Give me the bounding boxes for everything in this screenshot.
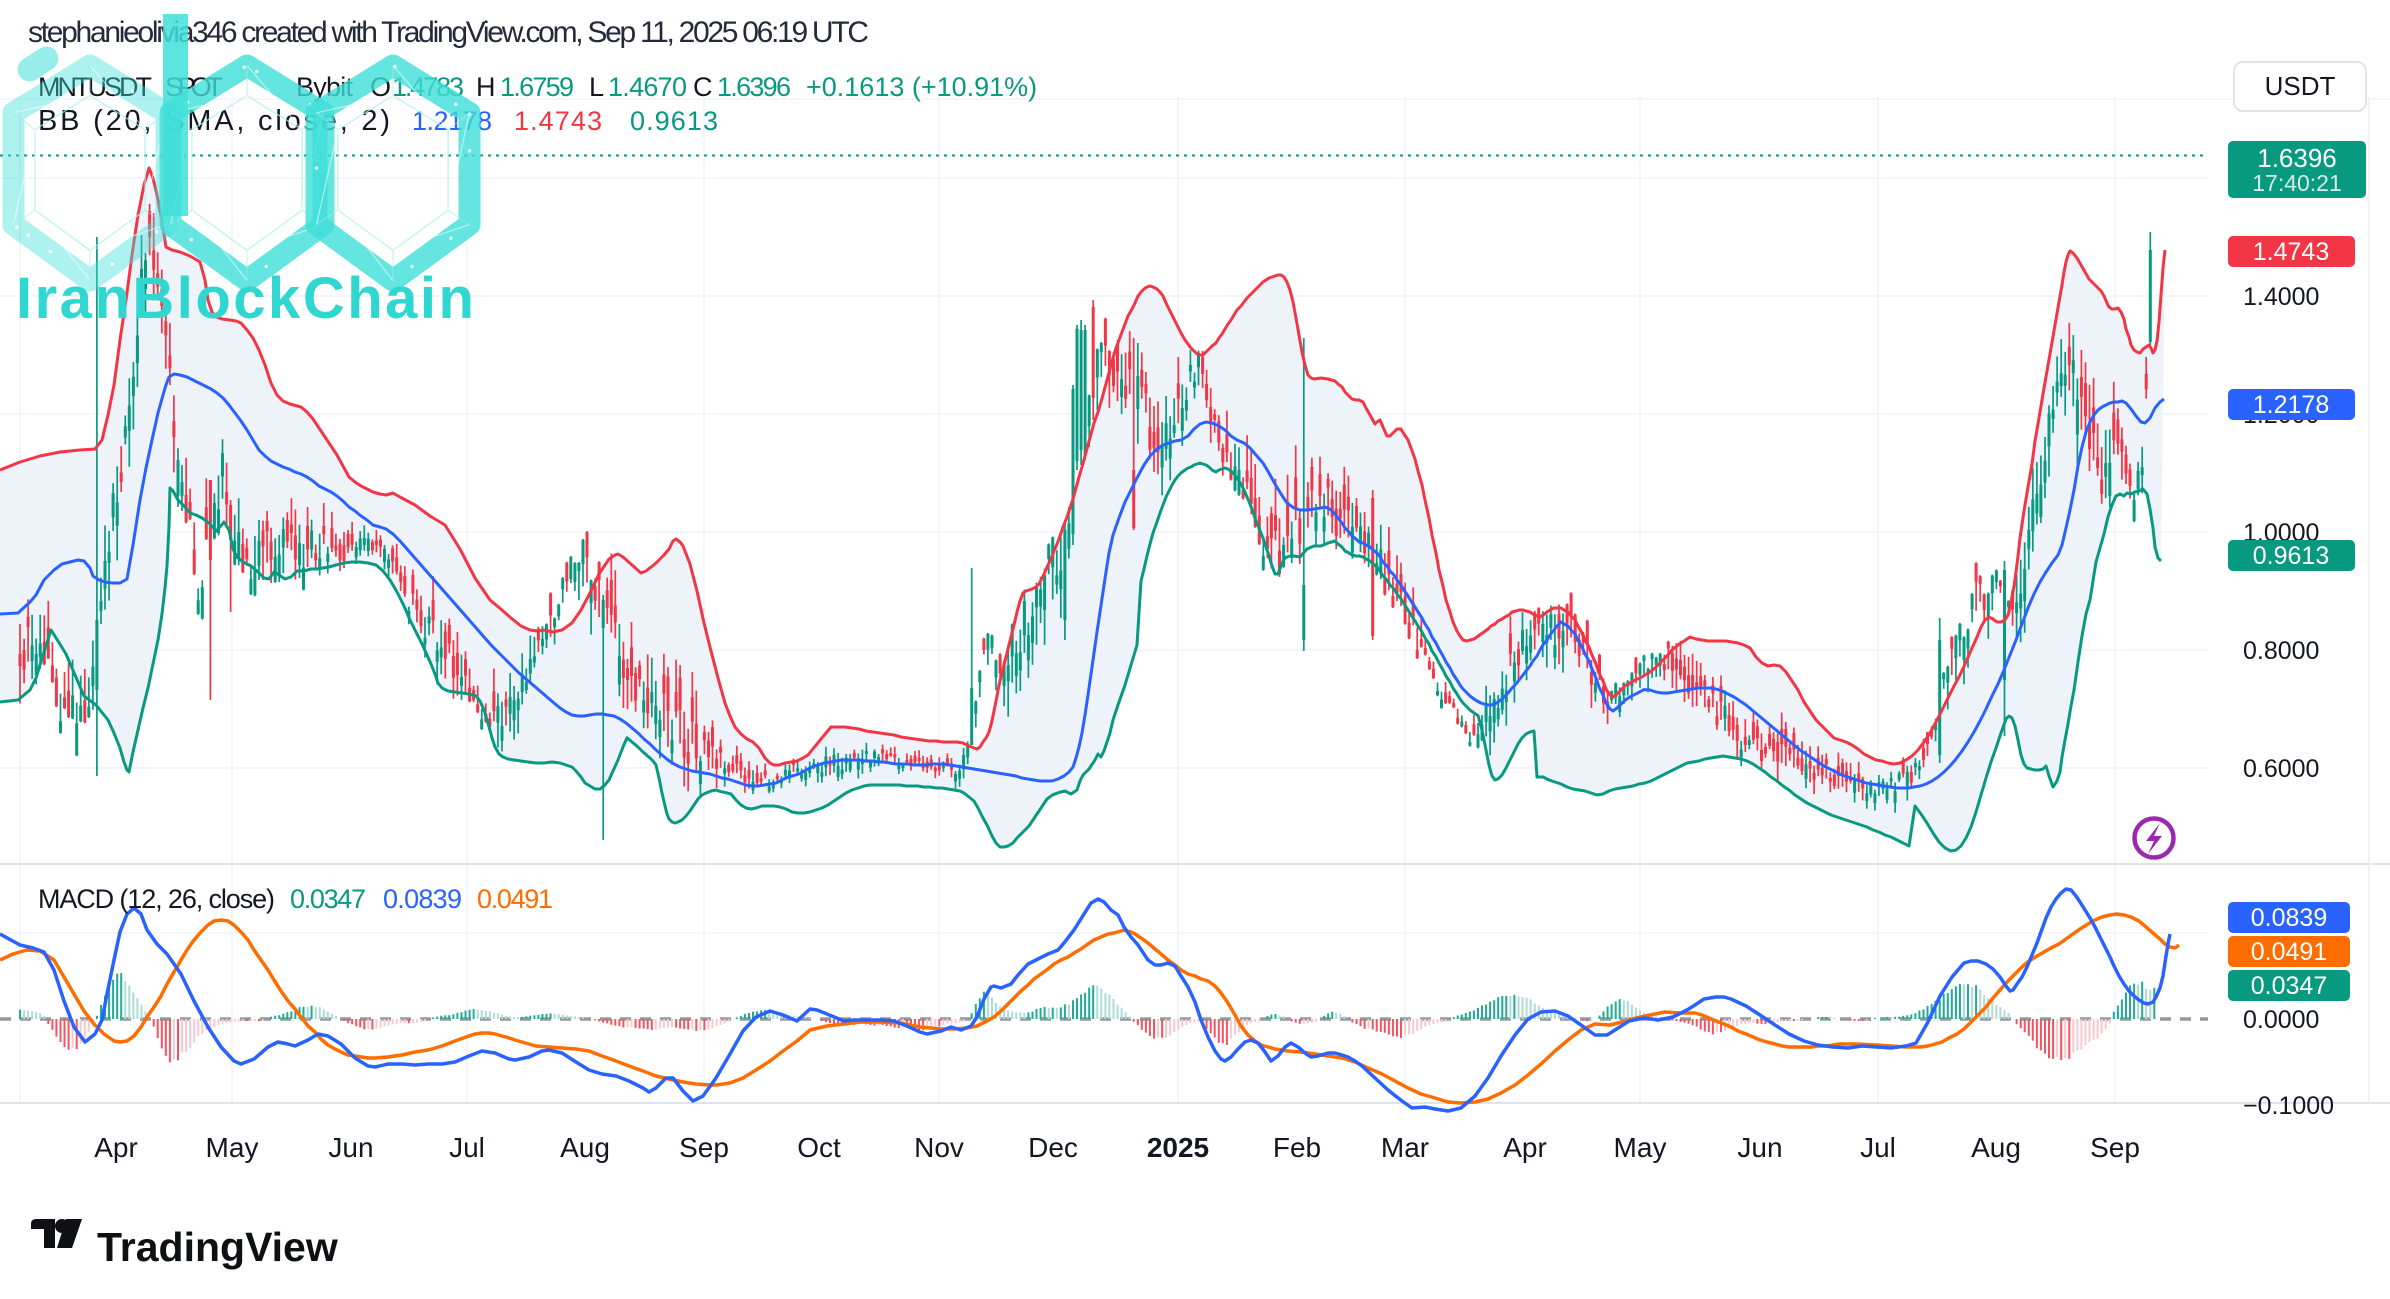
svg-text:TradingView: TradingView	[97, 1224, 338, 1270]
svg-text:0.0491: 0.0491	[2251, 938, 2327, 966]
svg-text:0.0347: 0.0347	[290, 884, 366, 914]
svg-text:Jul: Jul	[449, 1132, 485, 1163]
svg-text:Oct: Oct	[797, 1132, 841, 1163]
svg-text:USDT: USDT	[2265, 71, 2336, 101]
svg-text:stephanieolivia346 created wit: stephanieolivia346 created with TradingV…	[28, 16, 869, 49]
svg-text:Mar: Mar	[1381, 1132, 1429, 1163]
svg-text:0.0839: 0.0839	[2251, 904, 2327, 932]
svg-text:H: H	[476, 72, 496, 102]
svg-text:2025: 2025	[1147, 1132, 1209, 1163]
svg-text:May: May	[1614, 1132, 1667, 1163]
svg-text:17:40:21: 17:40:21	[2252, 170, 2342, 196]
svg-text:MNTUSDT: MNTUSDT	[38, 72, 152, 102]
svg-text:Jun: Jun	[1737, 1132, 1782, 1163]
svg-text:1.6396: 1.6396	[717, 72, 791, 102]
svg-text:MACD (12, 26, close): MACD (12, 26, close)	[38, 884, 275, 914]
svg-text:0.0000: 0.0000	[2243, 1006, 2319, 1034]
svg-text:0.9613: 0.9613	[630, 106, 718, 136]
svg-text:1.4743: 1.4743	[2253, 238, 2329, 266]
svg-text:+0.1613 (+10.91%): +0.1613 (+10.91%)	[806, 72, 1037, 102]
svg-text:1.4743: 1.4743	[514, 106, 602, 136]
svg-text:0.0839: 0.0839	[383, 884, 462, 914]
svg-text:0.8000: 0.8000	[2243, 637, 2319, 665]
svg-text:May: May	[206, 1132, 259, 1163]
svg-text:Sep: Sep	[2090, 1132, 2140, 1163]
svg-text:Feb: Feb	[1273, 1132, 1321, 1163]
svg-text:0.6000: 0.6000	[2243, 755, 2319, 783]
svg-text:1.4000: 1.4000	[2243, 283, 2319, 311]
svg-text:Nov: Nov	[914, 1132, 964, 1163]
svg-text:Jul: Jul	[1860, 1132, 1896, 1163]
svg-text:1.4670: 1.4670	[608, 72, 687, 102]
svg-text:Apr: Apr	[1503, 1132, 1547, 1163]
svg-text:Apr: Apr	[94, 1132, 138, 1163]
svg-text:0.0347: 0.0347	[2251, 972, 2327, 1000]
svg-text:Aug: Aug	[1971, 1132, 2021, 1163]
svg-text:1.6396: 1.6396	[2257, 143, 2337, 173]
svg-text:Dec: Dec	[1028, 1132, 1078, 1163]
svg-text:IranBlockChain: IranBlockChain	[16, 266, 476, 331]
svg-text:L: L	[589, 72, 604, 102]
svg-text:1.6759: 1.6759	[500, 72, 574, 102]
svg-text:Sep: Sep	[679, 1132, 729, 1163]
svg-text:0.9613: 0.9613	[2253, 542, 2329, 570]
svg-text:0.0491: 0.0491	[477, 884, 553, 914]
svg-text:Jun: Jun	[328, 1132, 373, 1163]
svg-text:−0.1000: −0.1000	[2243, 1092, 2334, 1120]
svg-text:1.2178: 1.2178	[2253, 391, 2329, 419]
svg-text:C: C	[693, 72, 713, 102]
svg-text:Aug: Aug	[560, 1132, 610, 1163]
